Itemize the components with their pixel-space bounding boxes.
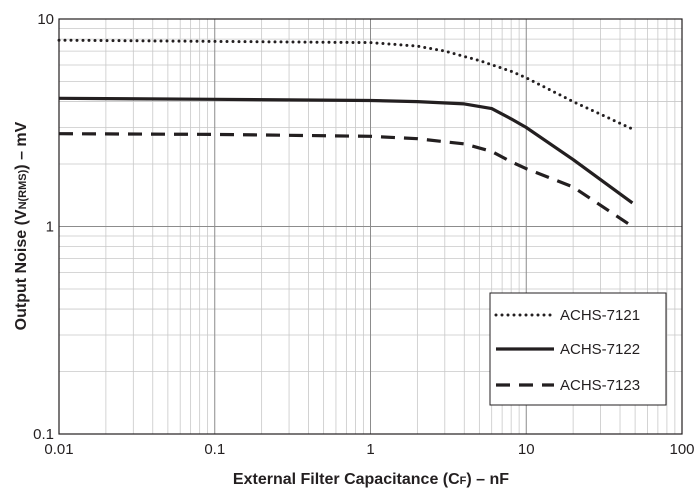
- y-tick-labels: 0.1 1 10: [33, 11, 54, 443]
- series-line-achs-7123: [58, 132, 634, 228]
- series-line-achs-7121: [57, 38, 634, 131]
- y-tick-label: 10: [37, 11, 54, 28]
- x-tick-label: 100: [669, 441, 694, 458]
- x-tick-label: 0.1: [204, 441, 225, 458]
- x-tick-labels: 0.01 0.1 1 10 100: [44, 441, 694, 458]
- x-tick-label: 0.01: [44, 441, 73, 458]
- y-tick-label: 1: [46, 219, 54, 236]
- plot-frame: [58, 18, 683, 435]
- x-tick-label: 1: [366, 441, 374, 458]
- y-axis-title: Output Noise (VN(RMS)) – mV: [13, 121, 30, 330]
- legend-label-achs-7121: ACHS-7121: [560, 307, 640, 324]
- series-line-achs-7122: [58, 96, 634, 205]
- series-layer: [57, 38, 634, 228]
- legend: ACHS-7121 ACHS-7122 ACHS-7123: [489, 292, 667, 406]
- legend-label-achs-7122: ACHS-7122: [560, 341, 640, 358]
- x-axis-title: External Filter Capacitance (CF) – nF: [233, 471, 509, 488]
- x-tick-label: 10: [518, 441, 535, 458]
- y-tick-label: 0.1: [33, 426, 54, 443]
- legend-label-achs-7123: ACHS-7123: [560, 377, 640, 394]
